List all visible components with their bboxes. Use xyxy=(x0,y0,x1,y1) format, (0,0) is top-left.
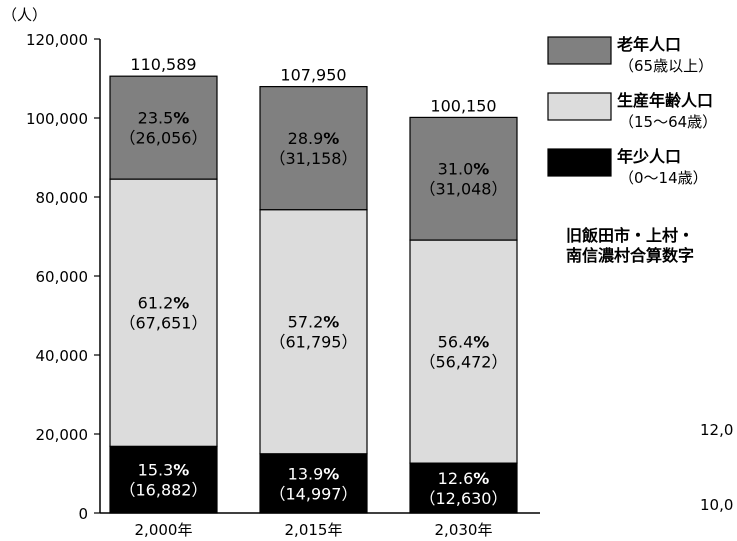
y-tick-label: 0 xyxy=(78,505,88,523)
segment-pct-label: 31.0% xyxy=(438,160,490,179)
bar-total-label: 110,589 xyxy=(130,55,196,74)
segment-count-label: （26,056） xyxy=(120,129,208,148)
clipped-text-3: 10,0 xyxy=(700,496,733,514)
segment-pct-label: 12.6% xyxy=(438,469,490,488)
legend: 老年人口 （65歳以上） 生産年齢人口 （15～64歳） 年少人口 （0～14歳） xyxy=(547,35,717,187)
segment-count-label: （16,882） xyxy=(120,481,208,500)
clipped-text-2: 12,0 xyxy=(700,421,733,439)
bar-segment xyxy=(109,445,218,514)
legend-swatch xyxy=(547,148,612,177)
y-axis-unit: （人） xyxy=(2,6,47,24)
legend-sublabel: （15～64歳） xyxy=(619,113,717,131)
segment-count-label: （31,048） xyxy=(420,180,508,199)
legend-swatch xyxy=(547,36,612,65)
legend-label: 老年人口 xyxy=(616,35,681,54)
y-tick-label: 120,000 xyxy=(26,31,88,49)
segment-count-label: （56,472） xyxy=(420,353,508,372)
segment-pct-label: 61.2% xyxy=(138,294,190,313)
bar-segment xyxy=(109,75,218,180)
legend-swatch xyxy=(547,92,612,121)
note-line-1: 旧飯田市・上村・ xyxy=(566,226,694,245)
y-tick-label: 20,000 xyxy=(36,426,89,444)
segment-count-label: （61,795） xyxy=(270,333,358,352)
legend-sublabel: （0～14歳） xyxy=(619,169,708,187)
segment-pct-label: 56.4% xyxy=(438,333,490,352)
y-tick-label: 60,000 xyxy=(36,268,89,286)
segment-pct-label: 57.2% xyxy=(288,313,340,332)
segment-count-label: （12,630） xyxy=(420,489,508,508)
segment-pct-label: 23.5% xyxy=(138,109,190,128)
x-tick-label: 2,015年 xyxy=(285,521,343,539)
bar-total-label: 100,150 xyxy=(430,96,496,115)
clipped-text-1: （ xyxy=(731,397,737,415)
note-line-2: 南信濃村合算数字 xyxy=(566,246,694,265)
bar-segment xyxy=(109,178,218,447)
segment-pct-label: 15.3% xyxy=(138,461,190,480)
bar-segment xyxy=(259,209,368,455)
legend-label: 年少人口 xyxy=(617,147,681,166)
y-tick-label: 100,000 xyxy=(26,110,88,128)
segment-count-label: （31,158） xyxy=(270,149,358,168)
segment-count-label: （14,997） xyxy=(270,484,358,503)
bar-segment xyxy=(409,239,518,464)
legend-label: 生産年齢人口 xyxy=(617,91,713,110)
x-tick-label: 2,030年 xyxy=(435,521,493,539)
y-tick-label: 80,000 xyxy=(36,189,89,207)
legend-sublabel: （65歳以上） xyxy=(619,57,713,75)
segment-pct-label: 13.9% xyxy=(288,464,340,483)
bar-segment xyxy=(409,462,518,514)
bar-segment xyxy=(409,116,518,241)
segment-count-label: （67,651） xyxy=(120,314,208,333)
segment-pct-label: 28.9% xyxy=(288,129,340,148)
y-tick-label: 40,000 xyxy=(36,347,89,365)
bar-segment xyxy=(259,85,368,211)
bar-total-label: 107,950 xyxy=(280,66,346,85)
x-tick-label: 2,000年 xyxy=(135,521,193,539)
bars: 15.3%（16,882） 61.2%（67,651） 23.5%（26,056） 1… xyxy=(109,55,518,539)
